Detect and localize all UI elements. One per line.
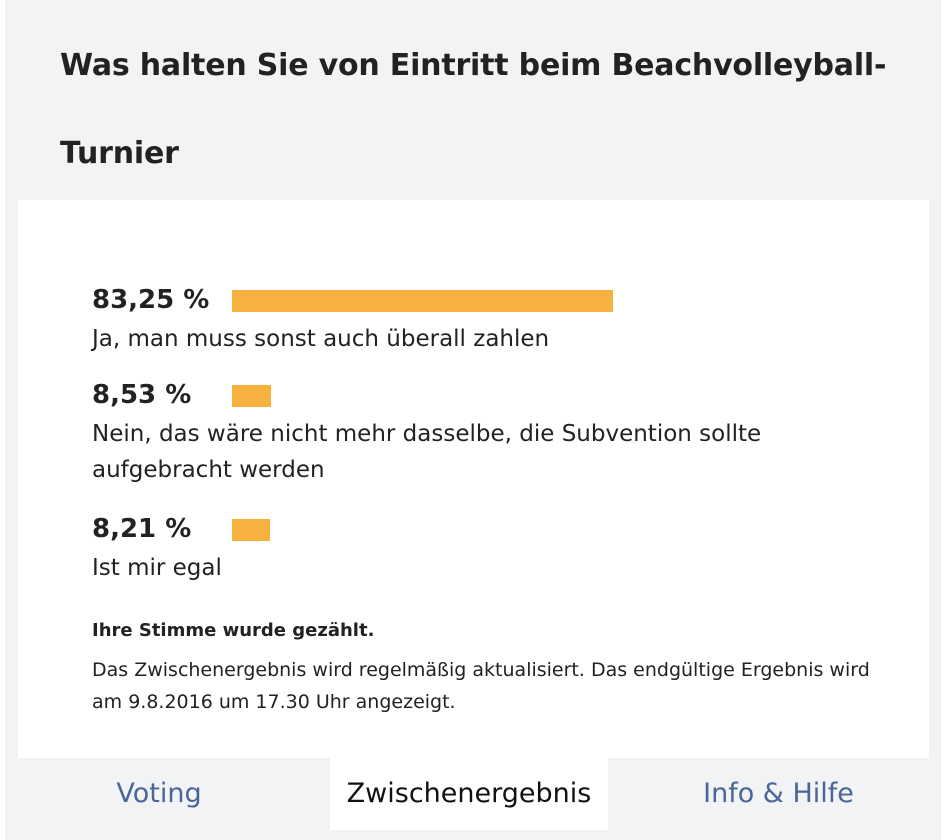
result-percent: 83,25 % (92, 285, 210, 315)
tab-bar: Voting Zwischenergebnis Info & Hilfe (5, 758, 941, 840)
tab-voting[interactable]: Voting (116, 778, 202, 809)
result-item-1: 83,25 % Ja, man muss sonst auch überall … (92, 282, 872, 357)
result-answer: Nein, das wäre nicht mehr dasselbe, die … (92, 421, 762, 483)
poll-widget: Was halten Sie von Eintritt beim Beachvo… (5, 0, 941, 840)
vote-confirmation: Ihre Stimme wurde gezählt. (92, 620, 375, 641)
result-answer: Ja, man muss sonst auch überall zahlen (92, 326, 550, 352)
poll-title: Was halten Sie von Eintritt beim Beachvo… (60, 48, 887, 171)
result-item-2: 8,53 % Nein, das wäre nicht mehr dasselb… (92, 377, 872, 488)
result-bar (232, 290, 614, 312)
result-bar (232, 385, 272, 407)
result-answer: Ist mir egal (92, 555, 222, 581)
result-percent: 8,21 % (92, 514, 192, 544)
tab-info-hilfe[interactable]: Info & Hilfe (703, 778, 854, 809)
result-bar (232, 519, 270, 541)
result-percent: 8,53 % (92, 380, 192, 410)
results-panel: 83,25 % Ja, man muss sonst auch überall … (18, 200, 929, 758)
update-note: Das Zwischenergebnis wird regelmäßig akt… (92, 659, 870, 713)
tab-zwischenergebnis[interactable]: Zwischenergebnis (330, 758, 608, 830)
result-item-3: 8,21 % Ist mir egal (92, 511, 872, 586)
